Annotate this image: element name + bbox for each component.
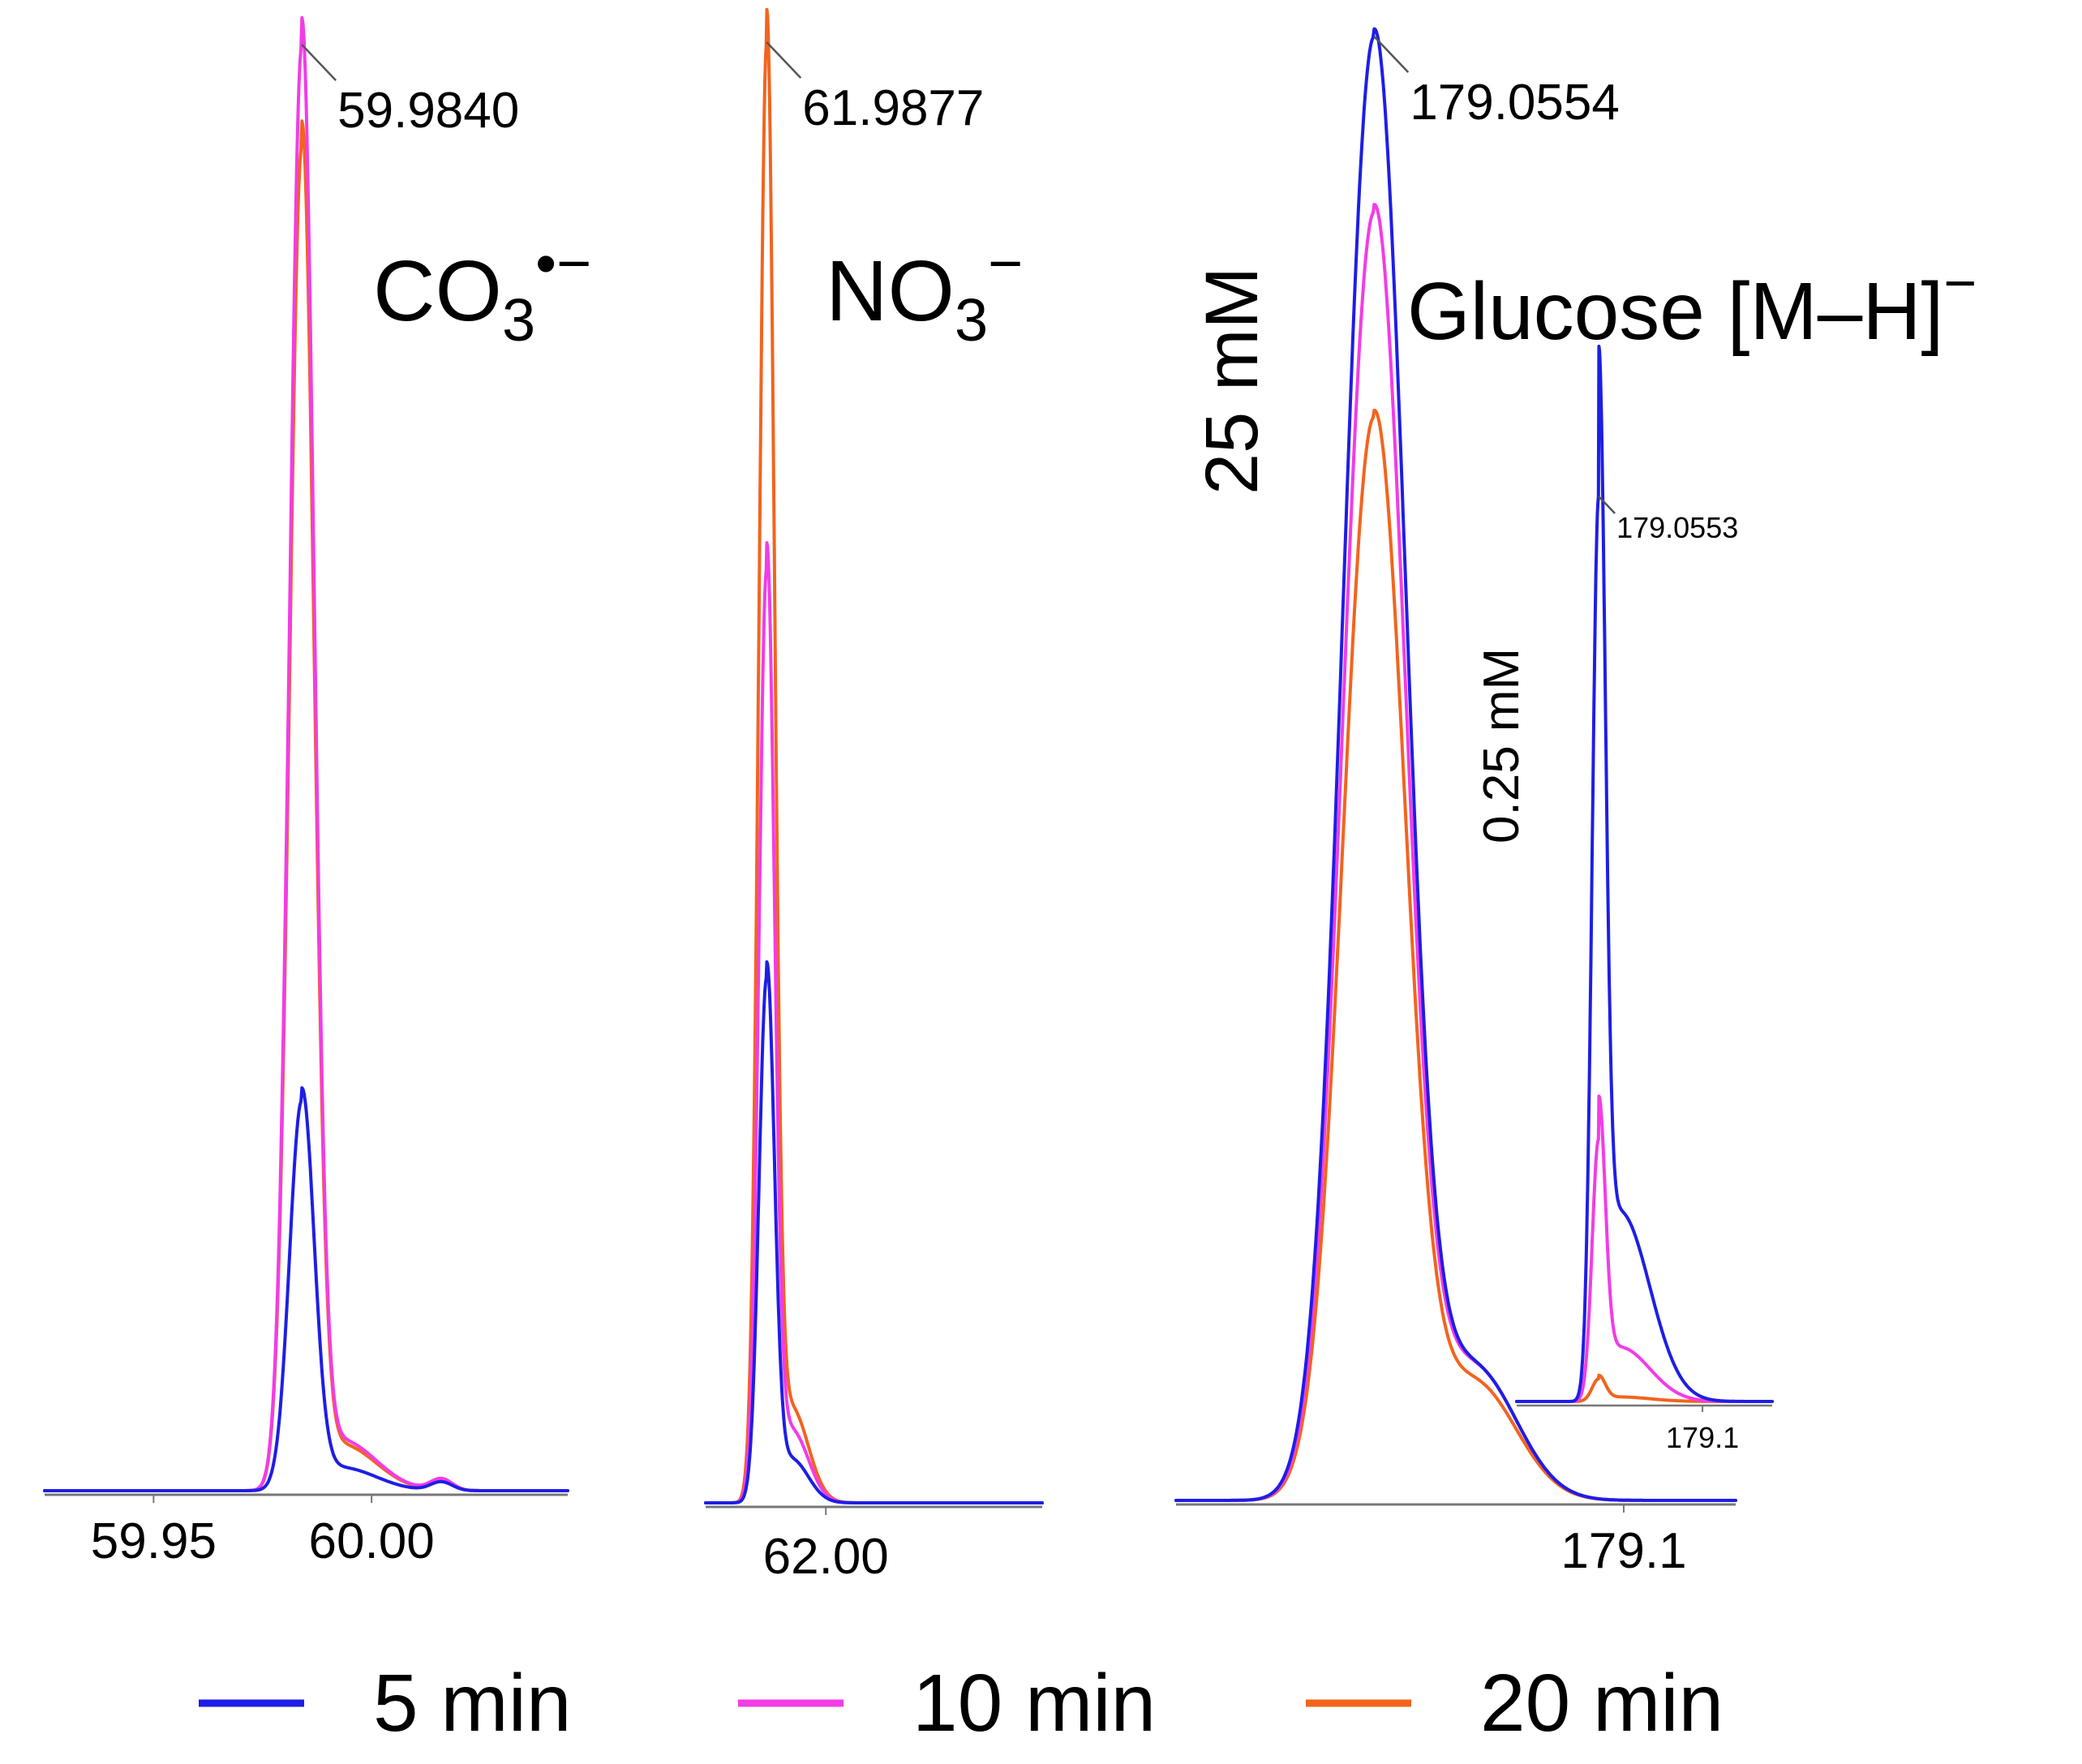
tick-label-carbonate-0: 59.95 [91, 1513, 217, 1569]
traces-glucose [1174, 27, 1737, 1502]
peak-leader-inset [1598, 496, 1616, 514]
traces-carbonate [43, 15, 569, 1492]
peak-leader-nitrate [766, 41, 802, 79]
peak-label-glucose: 179.0554 [1410, 75, 1620, 131]
concentration-label-25mm: 25 mM [1191, 267, 1273, 495]
traces-nitrate [704, 7, 1044, 1504]
panel-nitrate: 62.00 61.9877 NO3− [704, 7, 1044, 1585]
tick-label-carbonate-1: 60.00 [309, 1513, 435, 1569]
title-nitrate-sub: 3 [955, 286, 988, 354]
peak-leader-carbonate [301, 44, 337, 81]
traces-inset [1515, 345, 1774, 1403]
legend: 5 min 10 min 20 min [199, 1658, 1724, 1749]
title-carbonate-sup: •− [535, 230, 591, 297]
tick-label-nitrate-0: 62.00 [763, 1529, 889, 1585]
tick-label-glucose-0: 179.1 [1560, 1523, 1686, 1579]
panel-title-glucose: Glucose [M–H]− [1407, 251, 1977, 357]
peak-label-nitrate: 61.9877 [802, 80, 984, 136]
panel-glucose: 179.1 179.0554 Glucose [M–H]− 25 mM 179.… [1174, 27, 1977, 1579]
concentration-label-025mm: 0.25 mM [1474, 648, 1530, 843]
series-5-min-glucose [1174, 27, 1737, 1502]
series-5-min-carbonate [43, 1086, 569, 1492]
ticks-nitrate: 62.00 [763, 1507, 889, 1585]
inset-glucose-low: 179.1 179.0553 0.25 mM [1474, 345, 1774, 1454]
panel-title-nitrate: NO3− [826, 230, 1023, 354]
ticks-inset: 179.1 [1666, 1406, 1739, 1454]
tick-label-inset-0: 179.1 [1666, 1421, 1739, 1454]
series-5-min-nitrate [704, 960, 1044, 1504]
title-nitrate-main: NO [826, 243, 955, 339]
panel-title-carbonate: CO3•− [373, 230, 591, 354]
title-glucose-sup: − [1943, 251, 1977, 315]
series-5-min-inset [1515, 345, 1774, 1403]
panel-carbonate-radical: 59.95 60.00 59.9840 CO3•− [43, 15, 591, 1569]
legend-label-5-min: 5 min [373, 1658, 572, 1749]
ticks-carbonate: 59.95 60.00 [91, 1495, 435, 1569]
peak-leader-glucose [1373, 36, 1410, 73]
peak-label-inset: 179.0553 [1616, 511, 1738, 544]
legend-label-10-min: 10 min [912, 1658, 1156, 1749]
title-nitrate-sup: − [988, 230, 1023, 297]
title-carbonate-main: CO [373, 243, 502, 339]
series-20-min-inset [1515, 1373, 1774, 1403]
title-carbonate-sub: 3 [502, 286, 535, 354]
ticks-glucose: 179.1 [1560, 1504, 1687, 1579]
title-glucose-main: Glucose [M–H] [1407, 266, 1943, 357]
legend-label-20-min: 20 min [1480, 1658, 1724, 1749]
series-10-min-inset [1515, 1094, 1774, 1403]
peak-label-carbonate: 59.9840 [337, 83, 519, 139]
